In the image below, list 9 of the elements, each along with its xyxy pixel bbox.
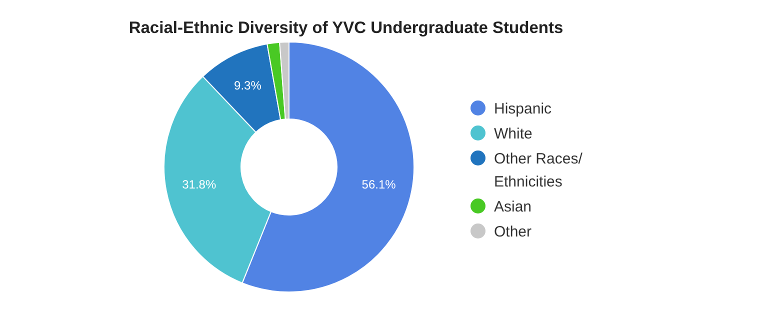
chart-title: Racial-Ethnic Diversity of YVC Undergraduate Students	[128, 19, 564, 37]
data-label: 31.8%	[182, 177, 216, 192]
legend-label: Other Races/ Ethnicities	[494, 150, 584, 190]
legend-label: Hispanic	[494, 100, 552, 118]
legend-label: White	[494, 125, 532, 142]
data-label: 56.1%	[362, 178, 396, 192]
legend-label: Other	[494, 223, 532, 240]
data-label: 9.3%	[234, 78, 262, 93]
legend-label: Asian	[494, 198, 532, 216]
